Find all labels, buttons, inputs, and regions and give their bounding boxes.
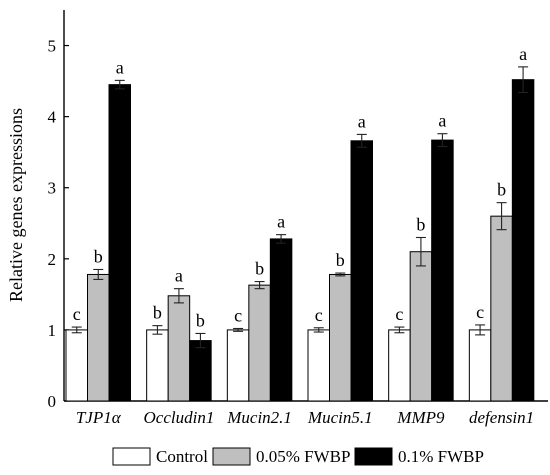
bar-fwbp-0-05 (167, 295, 191, 402)
y-tick-label: 0 (48, 392, 57, 411)
bar-fwbp-0-1 (511, 79, 535, 402)
bar-control (468, 329, 492, 402)
bar-control (388, 329, 411, 402)
x-tick-label: defensin1 (469, 408, 534, 427)
significance-letter: c (315, 305, 323, 325)
bar-fwbp-0-05 (409, 251, 433, 402)
x-tick-label: Mucin2.1 (226, 408, 292, 427)
y-tick-label: 2 (48, 250, 57, 269)
y-tick-label: 3 (48, 179, 57, 198)
significance-letter: a (116, 57, 124, 77)
bar-fwbp-0-1 (269, 238, 293, 402)
significance-letter: b (336, 250, 345, 270)
bar-control (65, 329, 88, 402)
significance-letter: b (416, 214, 425, 234)
y-tick-label: 1 (48, 321, 57, 340)
x-tick-label: TJP1α (76, 408, 122, 427)
significance-letter: c (476, 302, 484, 322)
significance-letter: b (196, 310, 205, 330)
significance-letter: a (277, 212, 285, 232)
bar-fwbp-0-05 (248, 284, 271, 402)
legend-label: 0.1% FWBP (398, 447, 484, 466)
legend-swatch (112, 447, 151, 466)
y-axis-ticks: 0 1 2 3 4 5 (48, 37, 69, 411)
y-tick-label: 4 (48, 108, 57, 127)
bar-fwbp-0-1 (350, 140, 373, 402)
bar-fwbp-0-05 (329, 273, 352, 402)
significance-letter: a (175, 266, 183, 286)
legend-label: Control (156, 447, 208, 466)
significance-letter: b (94, 246, 103, 266)
bar-fwbp-0-05 (490, 215, 513, 402)
bar-control (307, 329, 330, 402)
significance-letter: a (438, 111, 446, 131)
legend-swatch (212, 447, 251, 466)
bar-fwbp-0-1 (431, 139, 454, 402)
significance-letter: a (358, 111, 366, 131)
bar-control (226, 329, 250, 402)
y-axis-label: Relative genes expressions (6, 108, 26, 302)
significance-letter: c (73, 304, 81, 324)
bar-fwbp-0-1 (189, 340, 212, 402)
significance-letter: a (519, 44, 527, 64)
significance-letter: b (497, 180, 506, 200)
legend: Control 0.05% FWBP 0.1% FWBP (112, 447, 484, 466)
x-tick-label: MMP9 (396, 408, 445, 427)
legend-label: 0.05% FWBP (256, 447, 350, 466)
x-tick-label: Mucin5.1 (307, 408, 373, 427)
x-tick-label: Occludin1 (144, 408, 215, 427)
significance-letter: b (255, 259, 264, 279)
significance-letter: b (153, 303, 162, 323)
x-axis-tick-labels: TJP1α Occludin1 Mucin2.1 Mucin5.1 MMP9 defens… (76, 408, 534, 427)
significance-letter: c (234, 305, 242, 325)
bar-control (146, 329, 169, 402)
legend-swatch (354, 447, 393, 466)
bar-fwbp-0-1 (108, 84, 131, 402)
y-tick-label: 5 (48, 37, 57, 56)
bar-fwbp-0-05 (87, 273, 110, 402)
significance-letter: c (395, 304, 403, 324)
